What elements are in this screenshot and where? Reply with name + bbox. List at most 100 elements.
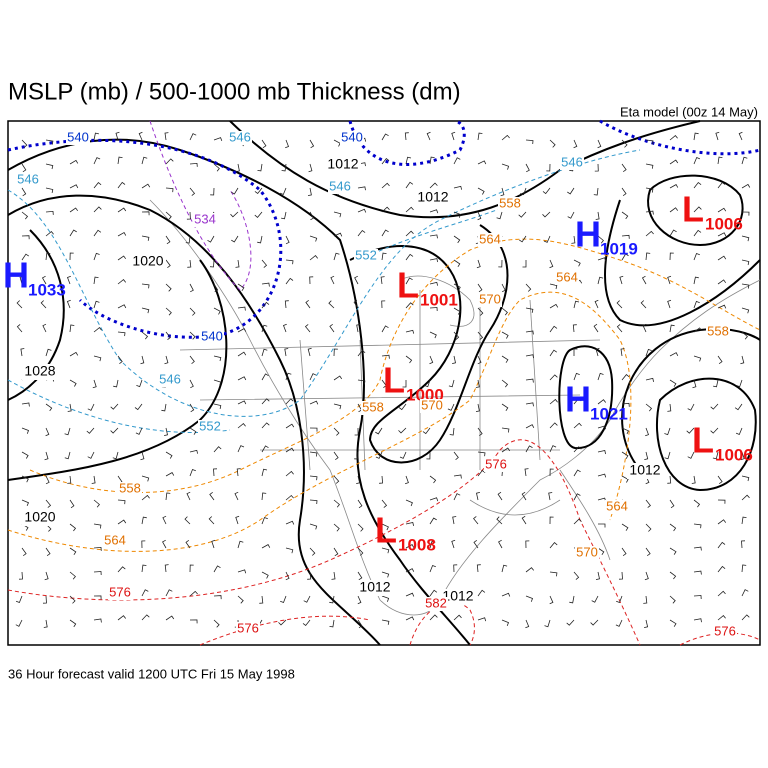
- wind-barb: [45, 475, 50, 485]
- wind-barb: [501, 379, 509, 388]
- wind-barb: [69, 619, 77, 628]
- wind-barb: [496, 516, 503, 525]
- wind-barb: [693, 181, 702, 189]
- wind-barb: [278, 619, 287, 626]
- wind-barb: [669, 184, 679, 189]
- wind-barb: [15, 595, 23, 604]
- wind-barb: [309, 499, 318, 505]
- wind-barb: [67, 475, 72, 484]
- label-bg: [228, 131, 252, 145]
- wind-barb: [285, 447, 295, 453]
- thickness-label: 546: [561, 154, 583, 169]
- wind-barb: [261, 301, 270, 309]
- wind-barb: [67, 403, 72, 412]
- wind-barb: [117, 355, 123, 365]
- wind-barb: [549, 542, 558, 549]
- label-bg: [130, 254, 166, 270]
- wind-barb: [549, 516, 554, 525]
- wind-barb: [453, 157, 461, 165]
- wind-barb: [261, 324, 268, 333]
- wind-barb: [426, 131, 431, 141]
- wind-barb: [254, 187, 263, 195]
- wind-barb: [186, 211, 191, 220]
- label-bg: [118, 482, 142, 496]
- wind-barb: [87, 451, 95, 459]
- wind-barb: [285, 277, 294, 285]
- wind-barb: [93, 327, 102, 333]
- wind-barb: [184, 516, 191, 525]
- wind-barb: [357, 229, 366, 237]
- wind-barb: [237, 400, 247, 405]
- wind-barb: [542, 187, 551, 195]
- wind-barb: [189, 162, 198, 167]
- wind-barb: [18, 571, 23, 580]
- wind-barb: [115, 131, 120, 141]
- wind-barb: [501, 283, 506, 293]
- wind-barb: [21, 402, 30, 407]
- wind-barb: [208, 516, 215, 525]
- wind-barb: [331, 571, 336, 580]
- wind-barb: [594, 163, 599, 172]
- wind-barb: [357, 547, 364, 556]
- wind-barb: [93, 229, 102, 237]
- wind-barb: [44, 451, 49, 461]
- wind-barb: [735, 427, 743, 436]
- wind-barb: [381, 379, 387, 389]
- wind-barb: [261, 571, 269, 579]
- thickness-label: 546: [17, 171, 39, 186]
- wind-barb: [16, 324, 23, 333]
- wind-barb: [645, 377, 654, 382]
- wind-barb: [237, 328, 247, 333]
- wind-barb: [669, 159, 679, 165]
- wind-barb: [501, 355, 509, 363]
- wind-barb: [405, 499, 413, 507]
- wind-barb: [231, 235, 239, 243]
- label-bg: [193, 213, 217, 227]
- wind-barb: [210, 187, 215, 196]
- wind-barb: [566, 619, 575, 626]
- wind-barb: [375, 427, 383, 435]
- thickness-label: 570: [421, 397, 443, 412]
- wind-barb: [644, 571, 649, 581]
- wind-barb: [567, 187, 575, 195]
- wind-barb: [117, 279, 127, 285]
- wind-barb: [620, 348, 625, 357]
- wind-barb: [234, 491, 239, 501]
- wind-barb: [117, 331, 126, 337]
- wind-barb: [21, 163, 27, 173]
- wind-barb: [597, 450, 606, 455]
- wind-barb: [91, 475, 96, 484]
- wind-barb: [257, 163, 263, 172]
- wind-barb: [597, 399, 607, 405]
- wind-barb: [597, 372, 604, 381]
- thickness-label: 558: [499, 195, 521, 210]
- wind-barb: [187, 259, 192, 268]
- label-bg: [325, 157, 361, 173]
- wind-barb: [357, 595, 362, 605]
- wind-barb: [40, 300, 47, 309]
- wind-barb: [19, 275, 24, 285]
- wind-barb: [165, 492, 171, 501]
- wind-barb: [93, 595, 102, 600]
- wind-barb: [477, 187, 485, 195]
- wind-barb: [477, 331, 484, 340]
- wind-barb: [381, 252, 387, 261]
- wind-barb: [597, 473, 607, 478]
- wind-barb: [645, 187, 654, 193]
- wind-barb: [230, 211, 239, 218]
- wind-barb: [141, 183, 151, 189]
- wind-barb: [593, 323, 599, 333]
- wind-barb: [717, 181, 726, 189]
- wind-barb: [92, 379, 97, 389]
- wind-barb: [404, 475, 409, 485]
- wind-barb: [717, 304, 727, 309]
- wind-barb: [573, 469, 581, 477]
- wind-barb: [354, 451, 359, 460]
- label-bg: [560, 156, 584, 170]
- wind-barb: [664, 427, 671, 436]
- wind-barb: [453, 283, 461, 291]
- label-bg: [357, 580, 393, 596]
- wind-barb: [549, 445, 557, 453]
- thickness-label: 540: [341, 129, 363, 144]
- wind-barb: [21, 451, 29, 459]
